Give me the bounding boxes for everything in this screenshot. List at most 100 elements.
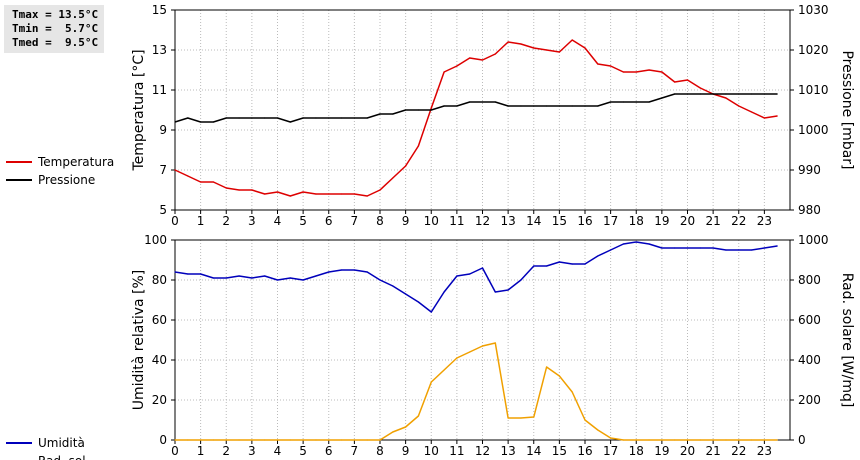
- data-point-pressure: [187, 117, 189, 119]
- data-point-pressure: [328, 117, 330, 119]
- data-point-radiation: [622, 439, 625, 441]
- data-point-humidity: [494, 291, 496, 293]
- data-point-temperature: [763, 117, 765, 119]
- data-point-pressure: [622, 101, 625, 103]
- data-point-pressure: [443, 105, 445, 107]
- data-point-temperature: [328, 193, 330, 195]
- x-tick-label: 14: [526, 444, 541, 458]
- data-point-pressure: [648, 101, 650, 103]
- data-point-pressure: [212, 121, 215, 123]
- y-tick-label: 15: [152, 3, 167, 17]
- data-point-temperature: [520, 43, 522, 45]
- data-point-humidity: [661, 247, 663, 249]
- data-point-radiation: [187, 439, 189, 441]
- data-point-temperature: [571, 39, 573, 41]
- data-point-humidity: [315, 275, 317, 277]
- data-point-pressure: [558, 105, 560, 107]
- x-tick-label: 15: [552, 214, 567, 228]
- data-point-pressure: [571, 105, 573, 107]
- data-point-temperature: [251, 189, 253, 191]
- legend-item-pressure: Pressione: [6, 171, 114, 189]
- data-point-radiation: [430, 381, 432, 383]
- data-point-humidity: [571, 263, 573, 265]
- x-tick-label: 7: [351, 444, 359, 458]
- legend-swatch-temperature: [6, 161, 32, 163]
- y2-tick-label: 1020: [798, 43, 829, 57]
- data-point-radiation: [225, 439, 227, 441]
- data-point-temperature: [456, 65, 458, 67]
- data-point-humidity: [200, 273, 202, 275]
- data-point-humidity: [597, 255, 599, 257]
- data-point-humidity: [340, 269, 343, 271]
- y2-tick-label: 980: [798, 203, 821, 217]
- y-tick-label: 20: [152, 393, 167, 407]
- legend-swatch-pressure: [6, 179, 32, 181]
- data-point-temperature: [187, 175, 189, 177]
- data-point-temperature: [494, 53, 496, 55]
- data-point-temperature: [648, 69, 650, 71]
- data-point-humidity: [558, 261, 560, 263]
- y-tick-label: 9: [159, 123, 167, 137]
- data-point-temperature: [750, 111, 753, 113]
- data-point-humidity: [622, 243, 625, 245]
- data-point-temperature: [392, 177, 394, 179]
- x-tick-label: 21: [705, 214, 720, 228]
- legend-item-radiation: Rad. sol.: [6, 452, 89, 460]
- data-point-temperature: [674, 81, 676, 83]
- data-point-radiation: [340, 439, 343, 441]
- data-point-radiation: [238, 439, 240, 441]
- x-tick-label: 19: [654, 444, 669, 458]
- series-line-temperature: [174, 39, 778, 197]
- data-point-humidity: [443, 291, 445, 293]
- data-point-pressure: [763, 93, 765, 95]
- y2-tick-label: 1000: [798, 123, 829, 137]
- data-point-radiation: [571, 391, 573, 393]
- x-tick-label: 16: [577, 444, 592, 458]
- y-tick-label: 7: [159, 163, 167, 177]
- x-tick-label: 1: [197, 444, 205, 458]
- data-point-humidity: [187, 273, 189, 275]
- data-point-pressure: [200, 121, 202, 123]
- data-point-pressure: [481, 101, 484, 103]
- x-tick-label: 12: [475, 444, 490, 458]
- x-tick-label: 18: [629, 444, 644, 458]
- data-point-radiation: [545, 366, 548, 368]
- data-point-humidity: [481, 267, 484, 269]
- data-point-temperature: [174, 169, 176, 171]
- data-point-temperature: [353, 193, 355, 195]
- data-point-radiation: [494, 342, 496, 344]
- x-tick-label: 9: [402, 444, 410, 458]
- data-point-radiation: [469, 351, 471, 353]
- x-tick-label: 18: [629, 214, 644, 228]
- data-point-radiation: [635, 439, 637, 441]
- data-point-temperature: [302, 191, 304, 193]
- data-point-radiation: [302, 439, 304, 441]
- x-tick-label: 0: [171, 444, 179, 458]
- data-point-radiation: [392, 431, 394, 433]
- data-point-humidity: [712, 247, 714, 249]
- y2-tick-label: 400: [798, 353, 821, 367]
- data-point-humidity: [610, 249, 612, 251]
- data-point-temperature: [533, 47, 535, 49]
- data-point-pressure: [610, 101, 612, 103]
- series-line-radiation: [175, 342, 778, 441]
- data-point-radiation: [725, 439, 727, 441]
- data-point-pressure: [494, 101, 496, 103]
- y2-tick-label: 200: [798, 393, 821, 407]
- data-point-radiation: [417, 415, 420, 417]
- y-tick-label: 5: [159, 203, 167, 217]
- data-point-radiation: [353, 439, 355, 441]
- data-point-radiation: [763, 439, 765, 441]
- legend-top-chart: Temperatura Pressione: [6, 153, 114, 189]
- data-point-humidity: [174, 271, 176, 273]
- data-point-humidity: [379, 279, 381, 281]
- data-point-humidity: [417, 301, 420, 303]
- data-point-humidity: [251, 277, 253, 279]
- x-tick-label: 9: [402, 214, 410, 228]
- data-point-radiation: [776, 439, 778, 441]
- data-point-humidity: [699, 247, 701, 249]
- data-point-pressure: [661, 97, 663, 99]
- data-point-pressure: [276, 117, 279, 119]
- stat-tmin: Tmin = 5.7°C: [12, 22, 99, 35]
- data-point-humidity: [353, 269, 355, 271]
